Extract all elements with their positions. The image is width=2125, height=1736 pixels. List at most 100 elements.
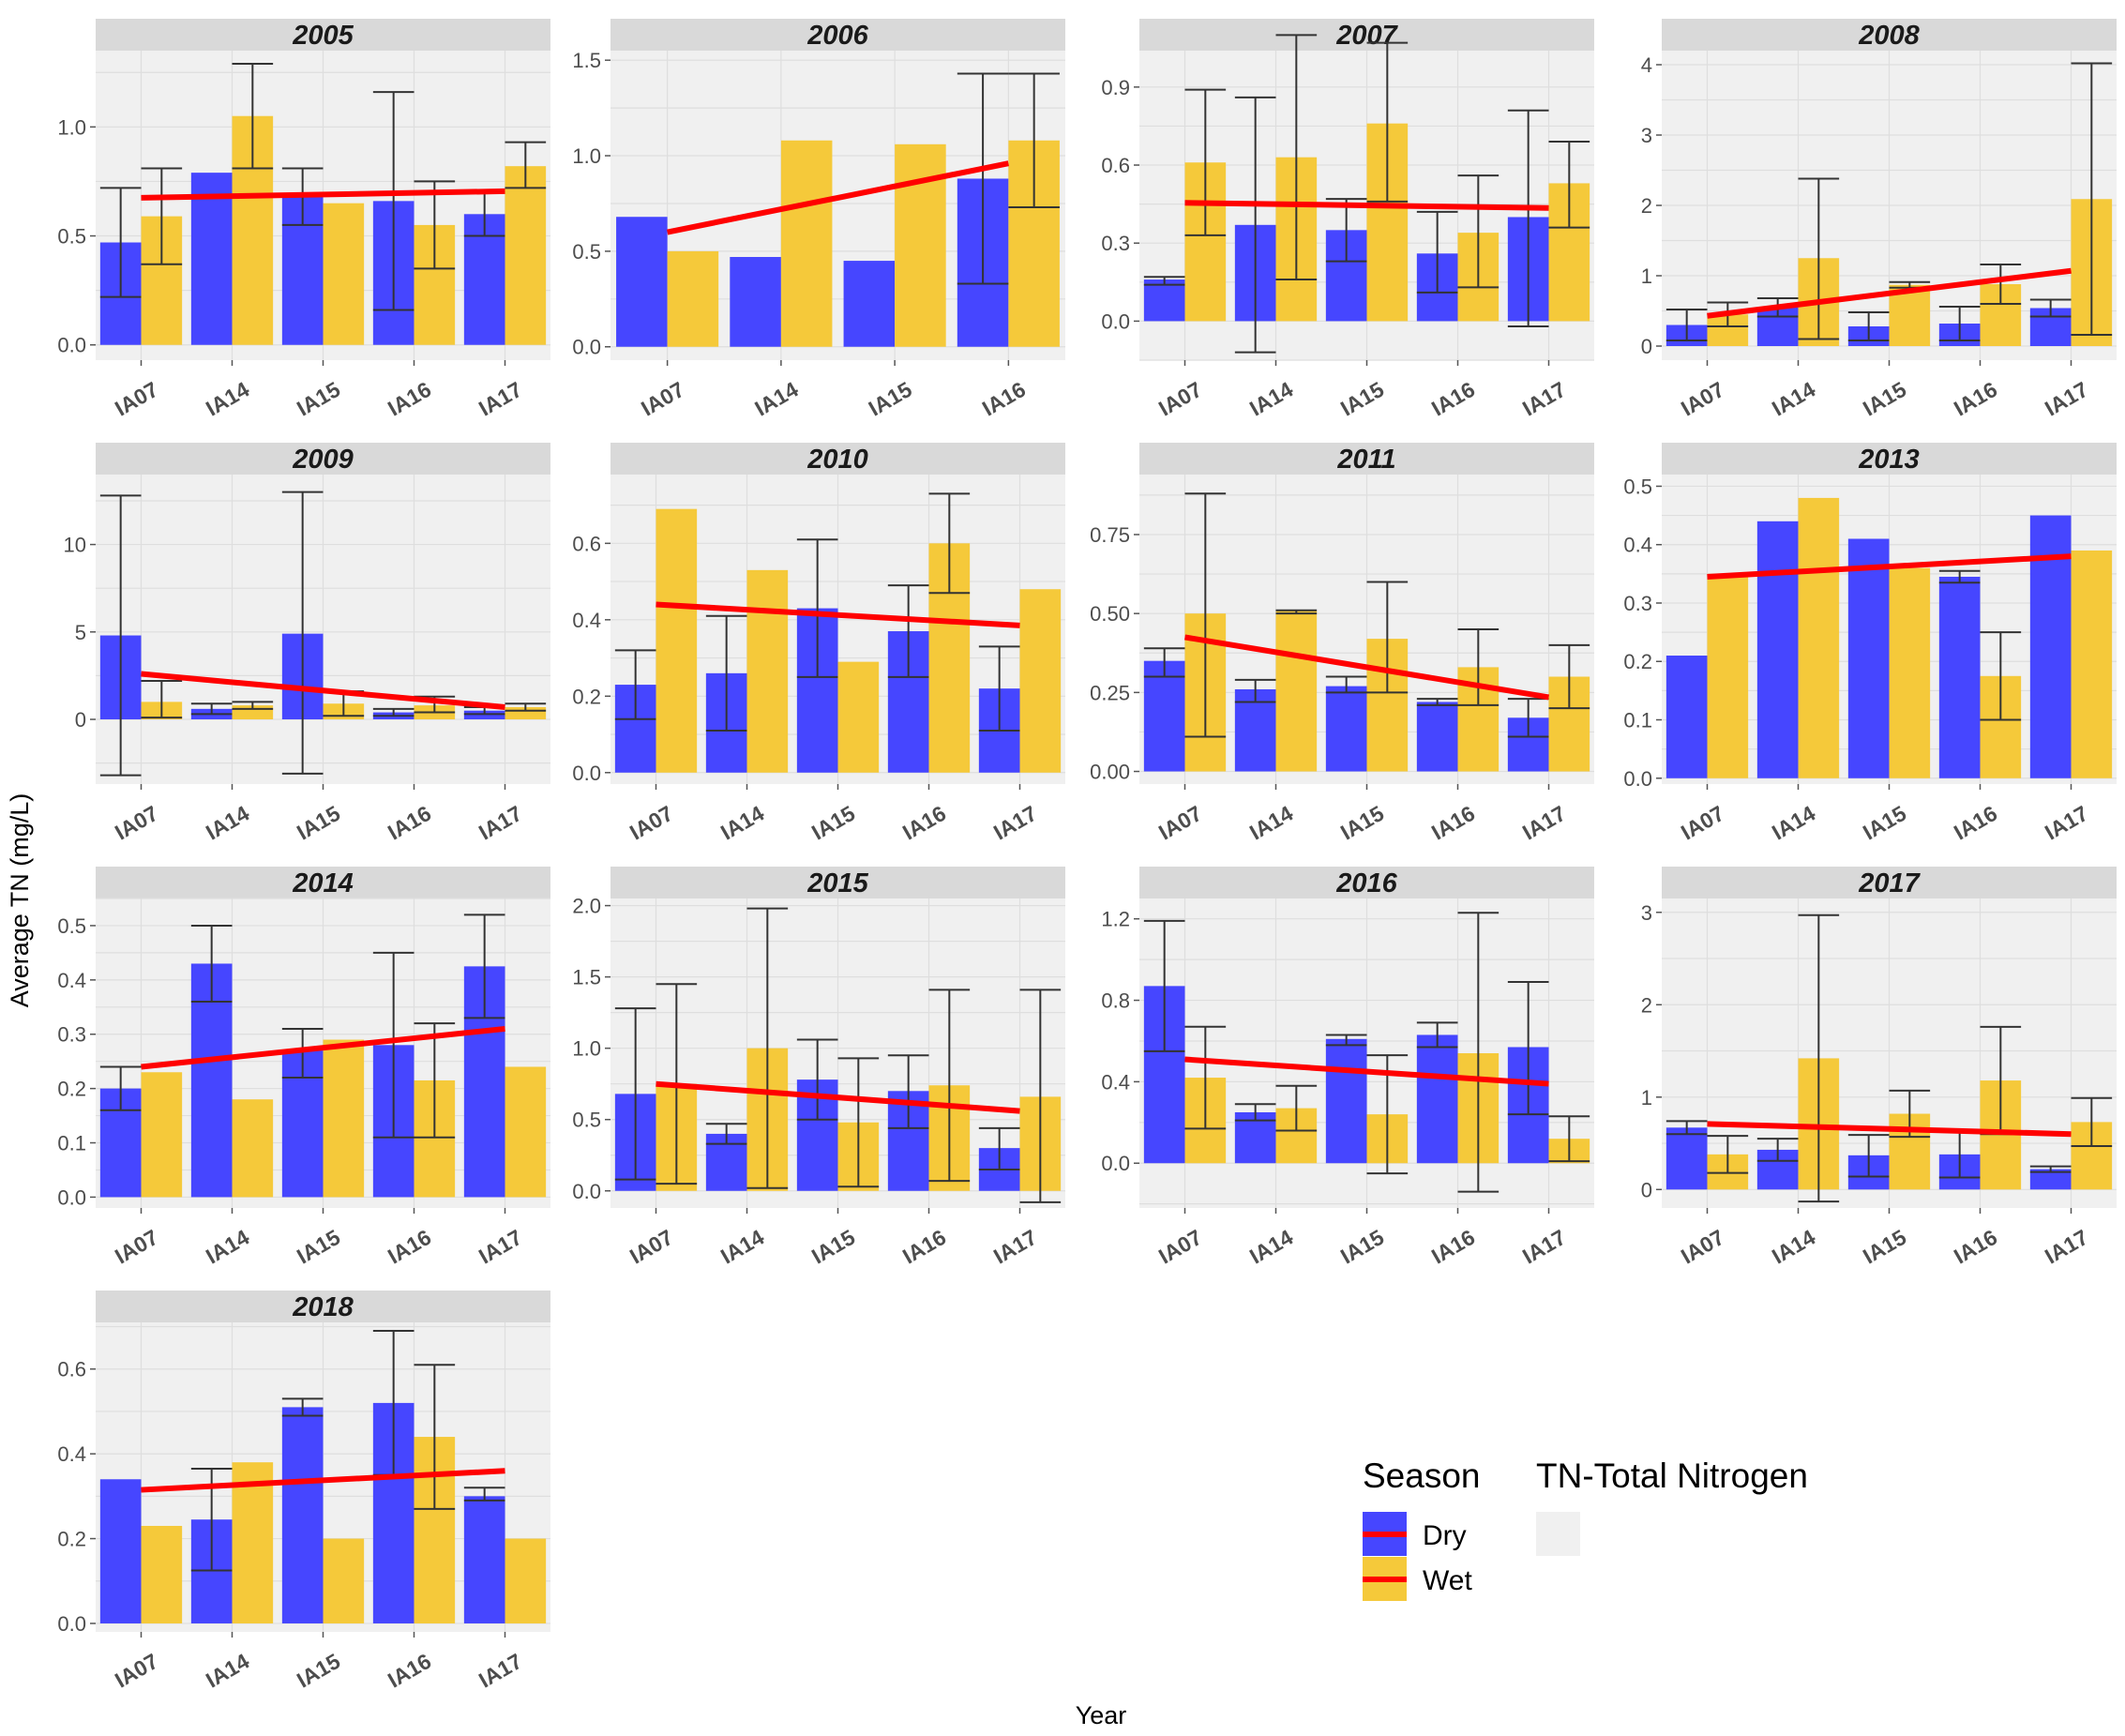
y-tick-label: 0.3 [1623,592,1652,615]
bar-wet [837,661,880,773]
x-tick-label: IA16 [898,1225,950,1269]
bar-wet [141,1525,183,1623]
legend-key-note [1536,1512,1580,1556]
panel-2009: 2009 0 5 10 IA07 IA14 IA15 IA16 IA17 [64,443,550,845]
y-tick-label: 0.00 [1090,761,1130,784]
x-tick-label: IA07 [637,377,688,421]
trend-line [1707,1121,2072,1138]
x-tick-label: IA07 [1154,801,1206,845]
y-tick-label: 1.5 [572,966,601,989]
bar-wet [1798,497,1840,778]
bar-dry [1416,702,1458,772]
y-tick-label: 0.5 [57,914,86,938]
y-tick-label: 0.5 [572,1109,601,1132]
x-axis-title: Year [1076,1701,1127,1729]
y-tick-label: 0 [1641,1178,1652,1201]
panel-strip [1139,443,1594,475]
y-tick-label: 3 [1641,901,1652,925]
panel-2008: 2008 0 1 2 3 4 IA07 IA14 IA15 IA16 IA17 [1641,19,2117,421]
panel-2017: 2017 0 1 2 3 IA07 IA14 IA15 IA16 IA17 [1641,867,2117,1269]
x-tick-label: IA14 [1768,801,1819,845]
bar-wet [746,569,789,773]
x-tick-label: IA14 [716,801,768,845]
x-tick-label: IA15 [807,1225,859,1269]
bar-dry [730,257,781,347]
bar-dry [281,1407,324,1623]
panel-title: 2006 [806,21,868,51]
y-tick-label: 0.0 [57,1185,86,1209]
x-tick-label: IA17 [2041,377,2092,421]
panel-2016: 2016 0.0 0.4 0.8 1.2 IA07 IA14 IA15 IA16 IA17 [1101,867,1594,1269]
trend-line [141,1025,505,1070]
bar-dry [1143,279,1185,322]
x-tick-label: IA15 [807,801,859,845]
trend-line [656,1080,1020,1114]
bar-dry [2029,1169,2072,1190]
bar-wet [656,508,698,773]
y-tick-label: 0.5 [1623,475,1652,498]
panel-title: 2015 [806,868,868,898]
x-tick-label: IA14 [1768,377,1819,421]
bar-dry [1665,656,1708,778]
panel-title: 2005 [292,21,354,51]
trend-line [141,188,505,201]
x-tick-label: IA07 [111,801,162,845]
panel-2013: 2013 0.0 0.1 0.2 0.3 0.4 0.5 IA07 IA14 IA15 IA16 IA… [1623,443,2117,845]
y-tick-label: 0.6 [572,532,601,555]
y-tick-label: 0.0 [57,334,86,357]
y-tick-label: 0.2 [57,1078,86,1101]
y-tick-label: 0.0 [57,1612,86,1636]
bar-wet [323,203,365,345]
x-tick-label: IA17 [475,1225,526,1269]
x-tick-label: IA15 [1859,801,1910,845]
bar-wet [780,140,833,347]
x-tick-label: IA14 [716,1225,768,1269]
y-tick-label: 1.2 [1101,908,1130,931]
y-tick-label: 0.1 [1623,709,1652,732]
x-tick-label: IA17 [1518,377,1570,421]
bar-dry [99,1479,142,1623]
y-tick-label: 10 [64,534,86,557]
panel-strip [610,867,1065,898]
trend-line [1707,267,2072,319]
y-tick-label: 0.0 [1101,309,1130,333]
bar-dry [1756,521,1799,778]
panel-2015: 2015 0.0 0.5 1.0 1.5 2.0 IA07 IA14 IA15 IA16 IA17 [572,867,1065,1269]
y-tick-label: 2.0 [572,895,601,918]
y-tick-label: 0 [75,708,86,732]
bar-dry [1325,1038,1367,1164]
x-tick-label: IA17 [989,1225,1041,1269]
x-tick-label: IA16 [384,801,435,845]
panel-strip [1139,19,1594,51]
panel-strip [1139,867,1594,898]
panel-2006: 2006 0.0 0.5 1.0 1.5 IA07 IA14 IA15 IA16 [572,19,1065,421]
y-tick-label: 0.75 [1090,523,1130,547]
x-tick-label: IA15 [865,377,916,421]
panel-title: 2009 [292,445,354,475]
panel-2007: 2007 0.0 0.3 0.6 0.9 IA07 IA14 IA15 IA16 IA17 [1101,19,1594,421]
y-tick-label: 0.0 [1623,767,1652,791]
x-tick-label: IA16 [978,377,1030,421]
x-tick-label: IA16 [1427,1225,1479,1269]
y-tick-label: 2 [1641,993,1652,1017]
x-tick-label: IA15 [293,1225,344,1269]
y-tick-label: 1 [1641,264,1652,288]
y-tick-label: 0.2 [57,1528,86,1551]
y-tick-label: 1 [1641,1086,1652,1110]
y-tick-label: 1.0 [57,115,86,139]
y-tick-label: 0.8 [1101,989,1130,1013]
bar-dry [463,1496,505,1623]
x-tick-label: IA07 [1677,377,1728,421]
panel-strip [96,443,550,475]
legend-label-dry: Dry [1423,1520,1467,1551]
bar-wet [232,1462,274,1623]
bar-dry [1143,660,1185,772]
y-tick-label: 0.1 [57,1132,86,1155]
x-tick-label: IA07 [1154,377,1206,421]
y-tick-label: 0.0 [572,762,601,785]
trend-line [1184,634,1549,701]
legend: Season TN-Total Nitrogen Dry Wet [1363,1457,1808,1601]
y-tick-label: 0.50 [1090,602,1130,626]
bar-wet [323,1039,365,1198]
x-tick-label: IA16 [384,1225,435,1269]
